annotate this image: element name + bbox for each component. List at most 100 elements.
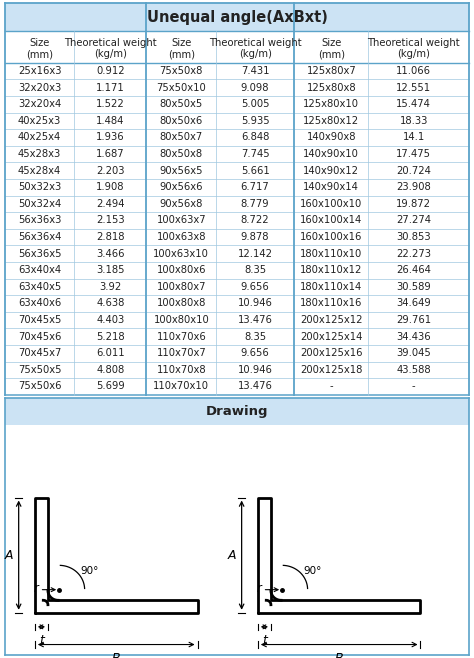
Text: 125x80x10: 125x80x10 bbox=[303, 99, 359, 109]
Text: Theoretical weight: Theoretical weight bbox=[64, 38, 157, 49]
Text: 140x90x12: 140x90x12 bbox=[303, 166, 359, 176]
Text: 40x25x4: 40x25x4 bbox=[18, 132, 61, 143]
Text: 90°: 90° bbox=[80, 567, 99, 576]
Text: 75x50x8: 75x50x8 bbox=[160, 66, 203, 76]
Text: 100x80x10: 100x80x10 bbox=[154, 315, 209, 325]
Text: A: A bbox=[228, 549, 236, 562]
Text: 110x70x6: 110x70x6 bbox=[156, 332, 206, 342]
Text: 3.92: 3.92 bbox=[99, 282, 121, 292]
Text: 75x50x6: 75x50x6 bbox=[18, 382, 61, 392]
Text: 90x56x6: 90x56x6 bbox=[160, 182, 203, 192]
Text: Size: Size bbox=[29, 38, 50, 49]
Text: t: t bbox=[39, 634, 44, 647]
Text: 4.403: 4.403 bbox=[96, 315, 125, 325]
Text: 56x36x5: 56x36x5 bbox=[18, 249, 61, 259]
Text: 9.878: 9.878 bbox=[241, 232, 269, 242]
Text: 75x50x10: 75x50x10 bbox=[156, 83, 206, 93]
Text: 160x100x16: 160x100x16 bbox=[300, 232, 363, 242]
Text: 45x28x4: 45x28x4 bbox=[18, 166, 61, 176]
Text: 20.724: 20.724 bbox=[396, 166, 431, 176]
Text: 27.274: 27.274 bbox=[396, 216, 431, 226]
Bar bbox=[5, 328, 469, 345]
Text: 100x80x7: 100x80x7 bbox=[156, 282, 206, 292]
Text: 1.687: 1.687 bbox=[96, 149, 125, 159]
Text: 17.475: 17.475 bbox=[396, 149, 431, 159]
Text: 180x110x14: 180x110x14 bbox=[300, 282, 363, 292]
Text: B: B bbox=[112, 652, 120, 658]
Text: 5.218: 5.218 bbox=[96, 332, 125, 342]
Text: -: - bbox=[329, 382, 333, 392]
Text: 5.005: 5.005 bbox=[241, 99, 269, 109]
Text: 32x20x4: 32x20x4 bbox=[18, 99, 61, 109]
Text: 18.33: 18.33 bbox=[400, 116, 428, 126]
Text: 4.808: 4.808 bbox=[96, 365, 125, 375]
Text: 63x40x6: 63x40x6 bbox=[18, 299, 61, 309]
Text: 5.661: 5.661 bbox=[241, 166, 270, 176]
Text: 140x90x8: 140x90x8 bbox=[307, 132, 356, 143]
Bar bbox=[5, 195, 469, 212]
Text: 15.474: 15.474 bbox=[396, 99, 431, 109]
Text: 1.936: 1.936 bbox=[96, 132, 125, 143]
Text: 22.273: 22.273 bbox=[396, 249, 431, 259]
Text: 80x50x7: 80x50x7 bbox=[160, 132, 203, 143]
Bar bbox=[5, 129, 469, 146]
Text: 100x63x10: 100x63x10 bbox=[153, 249, 209, 259]
Text: 2.494: 2.494 bbox=[96, 199, 125, 209]
Text: t: t bbox=[262, 634, 267, 647]
Bar bbox=[5, 378, 469, 395]
Text: 30.589: 30.589 bbox=[396, 282, 431, 292]
Bar bbox=[5, 212, 469, 229]
Bar bbox=[5, 32, 469, 63]
Text: 180x110x12: 180x110x12 bbox=[300, 265, 363, 275]
Text: r: r bbox=[256, 582, 261, 595]
Text: Size: Size bbox=[321, 38, 341, 49]
Text: -: - bbox=[412, 382, 416, 392]
Text: 1.522: 1.522 bbox=[96, 99, 125, 109]
Text: 40x25x3: 40x25x3 bbox=[18, 116, 61, 126]
Text: 125x80x12: 125x80x12 bbox=[303, 116, 359, 126]
Text: 100x63x7: 100x63x7 bbox=[156, 216, 206, 226]
Text: r: r bbox=[33, 582, 38, 595]
Text: 100x80x6: 100x80x6 bbox=[156, 265, 206, 275]
Text: 2.153: 2.153 bbox=[96, 216, 125, 226]
Text: 56x36x3: 56x36x3 bbox=[18, 216, 61, 226]
Text: 70x45x5: 70x45x5 bbox=[18, 315, 61, 325]
Text: 19.872: 19.872 bbox=[396, 199, 431, 209]
Text: 5.935: 5.935 bbox=[241, 116, 269, 126]
Text: 8.722: 8.722 bbox=[241, 216, 269, 226]
Text: B: B bbox=[335, 652, 344, 658]
Text: Unequal angle(AxBxt): Unequal angle(AxBxt) bbox=[146, 10, 328, 25]
Bar bbox=[5, 146, 469, 163]
Text: 8.779: 8.779 bbox=[241, 199, 269, 209]
Text: (kg/m): (kg/m) bbox=[239, 49, 272, 59]
Text: 1.171: 1.171 bbox=[96, 83, 125, 93]
Text: 110x70x8: 110x70x8 bbox=[156, 365, 206, 375]
Text: 10.946: 10.946 bbox=[237, 299, 273, 309]
Text: 5.699: 5.699 bbox=[96, 382, 125, 392]
Text: 200x125x12: 200x125x12 bbox=[300, 315, 363, 325]
Text: 7.431: 7.431 bbox=[241, 66, 269, 76]
Text: 100x80x8: 100x80x8 bbox=[156, 299, 206, 309]
Text: 6.717: 6.717 bbox=[241, 182, 270, 192]
Text: Drawing: Drawing bbox=[206, 405, 268, 418]
Text: 32x20x3: 32x20x3 bbox=[18, 83, 61, 93]
Text: (mm): (mm) bbox=[168, 49, 195, 59]
Text: 80x50x6: 80x50x6 bbox=[160, 116, 203, 126]
Text: 140x90x14: 140x90x14 bbox=[303, 182, 359, 192]
Text: 45x28x3: 45x28x3 bbox=[18, 149, 61, 159]
Text: 110x70x10: 110x70x10 bbox=[153, 382, 209, 392]
Text: Theoretical weight: Theoretical weight bbox=[367, 38, 460, 49]
Text: 13.476: 13.476 bbox=[237, 382, 273, 392]
Bar bbox=[5, 262, 469, 278]
Text: 30.853: 30.853 bbox=[396, 232, 431, 242]
Text: 200x125x18: 200x125x18 bbox=[300, 365, 363, 375]
Text: 80x50x5: 80x50x5 bbox=[160, 99, 203, 109]
Text: 6.011: 6.011 bbox=[96, 348, 125, 359]
Bar bbox=[5, 96, 469, 113]
Text: 26.464: 26.464 bbox=[396, 265, 431, 275]
Text: 34.649: 34.649 bbox=[396, 299, 431, 309]
Text: 160x100x14: 160x100x14 bbox=[300, 216, 363, 226]
Text: 125x80x8: 125x80x8 bbox=[307, 83, 356, 93]
Text: 43.588: 43.588 bbox=[396, 365, 431, 375]
Text: 25x16x3: 25x16x3 bbox=[18, 66, 61, 76]
